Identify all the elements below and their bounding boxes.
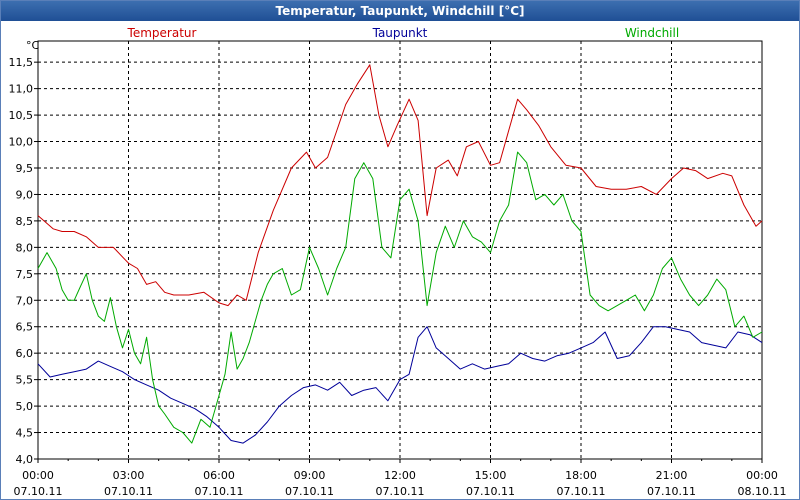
y-tick-label: 8,5 [16, 215, 34, 228]
legend-taupunkt: Taupunkt [372, 26, 428, 40]
y-tick-label: 7,5 [16, 268, 34, 281]
x-tick-date: 07.10.11 [647, 485, 696, 498]
y-tick-label: 8,0 [16, 241, 34, 254]
legend-temperatur: Temperatur [127, 26, 197, 40]
y-tick-label: 10,0 [9, 136, 34, 149]
x-tick-date: 07.10.11 [104, 485, 153, 498]
axes-layer: 4,0 4,5 5,0 5,5 6,0 6,5 7,0 7,5 8,0 8,5 9,0 9,5 10,0… [9, 56, 787, 498]
y-tick-label: 9,5 [16, 162, 34, 175]
y-tick-label: 4,0 [16, 453, 34, 466]
x-tick-time: 09:00 [294, 469, 326, 482]
y-tick-label: 4,5 [16, 427, 34, 440]
x-tick-date: 07.10.11 [466, 485, 515, 498]
x-tick-time: 12:00 [384, 469, 416, 482]
x-tick-date: 07.10.11 [285, 485, 334, 498]
y-tick-label: 9,0 [16, 188, 34, 201]
series-line-taupunkt [37, 326, 763, 444]
x-tick-time: 15:00 [475, 469, 507, 482]
y-tick-label: 11,5 [9, 56, 34, 69]
y-tick-label: 6,5 [16, 321, 34, 334]
y-tick-label: 11,0 [9, 83, 34, 96]
x-tick-date: 07.10.11 [557, 485, 606, 498]
grid-layer [37, 41, 763, 460]
window-title: Temperatur, Taupunkt, Windchill [°C] [1, 1, 799, 21]
series-layer [37, 64, 763, 444]
x-tick-time: 03:00 [113, 469, 145, 482]
x-tick-time: 21:00 [656, 469, 688, 482]
x-tick-date: 08.10.11 [738, 485, 787, 498]
x-tick-time: 18:00 [565, 469, 597, 482]
y-tick-label: 5,5 [16, 374, 34, 387]
x-tick-date: 07.10.11 [195, 485, 244, 498]
y-tick-label: 5,0 [16, 400, 34, 413]
series-line-windchill [37, 151, 763, 444]
x-tick-time: 00:00 [22, 469, 54, 482]
y-tick-label: 7,0 [16, 294, 34, 307]
y-tick-label: 6,0 [16, 347, 34, 360]
y-tick-label: 10,5 [9, 109, 34, 122]
x-tick-time: 00:00 [746, 469, 778, 482]
series-line-temperatur [37, 64, 763, 307]
y-axis-label: °C [26, 39, 40, 52]
x-tick-time: 06:00 [203, 469, 235, 482]
legend-windchill: Windchill [625, 26, 679, 40]
x-tick-date: 07.10.11 [376, 485, 425, 498]
x-tick-date: 07.10.11 [14, 485, 63, 498]
